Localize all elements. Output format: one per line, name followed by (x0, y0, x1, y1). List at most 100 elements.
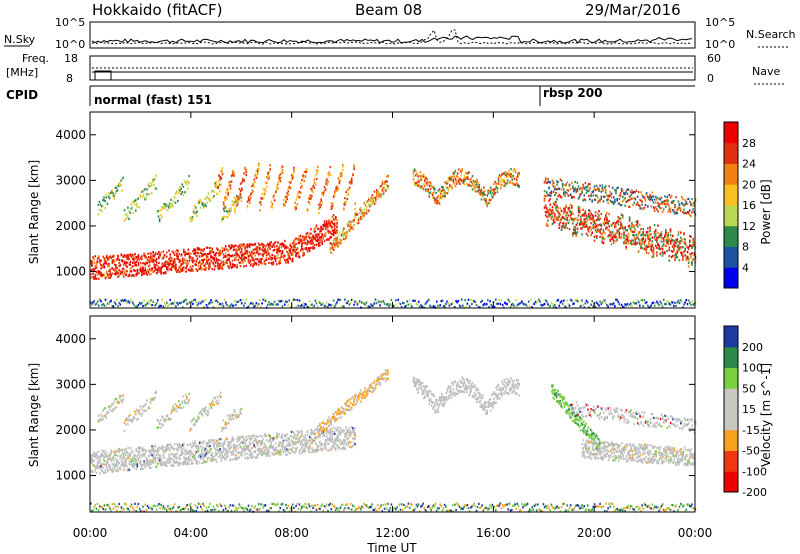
velocity-echo (198, 454, 201, 457)
power-echo (286, 250, 288, 253)
power-echo (510, 175, 512, 178)
velocity-echo (172, 448, 175, 451)
power-echo (404, 305, 406, 308)
power-echo (337, 298, 339, 301)
power-echo (601, 237, 604, 240)
power-echo (292, 175, 294, 178)
power-echo (550, 191, 553, 194)
power-echo (504, 171, 507, 174)
power-echo (242, 244, 244, 247)
power-echo (333, 219, 336, 222)
power-echo (685, 299, 688, 302)
power-echo (166, 301, 168, 304)
power-echo (217, 248, 219, 251)
power-echo (323, 186, 326, 189)
power-echo (414, 174, 417, 177)
power-echo (431, 306, 433, 309)
power-echo (247, 255, 250, 258)
power-echo (251, 250, 253, 253)
velocity-echo (200, 453, 202, 456)
power-echo (245, 256, 247, 260)
power-echo (458, 181, 460, 184)
power-echo (293, 240, 295, 243)
power-echo (546, 215, 548, 218)
power-echo (584, 218, 587, 221)
power-echo (289, 251, 292, 254)
power-echo (181, 267, 184, 270)
power-echo (197, 252, 200, 255)
power-echo (631, 243, 633, 246)
power-echo (582, 225, 584, 228)
power-echo (175, 266, 177, 269)
power-echo (653, 198, 656, 201)
power-echo (432, 192, 434, 195)
power-echo (547, 194, 549, 197)
power-echo (196, 210, 198, 213)
power-echo (445, 302, 447, 306)
power-echo (327, 222, 329, 225)
power-echo (306, 239, 309, 242)
power-echo (428, 298, 430, 301)
power-echo (598, 304, 600, 307)
power-echo (311, 242, 313, 245)
power-echo (341, 305, 344, 308)
velocity-echo (172, 455, 175, 458)
power-echo (681, 300, 683, 303)
power-echo (102, 302, 105, 306)
power-echo (139, 302, 142, 305)
power-echo (285, 200, 287, 203)
power-echo (480, 300, 482, 304)
power-echo (90, 260, 92, 263)
power-echo (211, 256, 213, 259)
power-echo (354, 300, 356, 303)
power-echo (337, 241, 339, 244)
power-echo (119, 263, 122, 266)
velocity-echo (124, 457, 126, 460)
power-echo (605, 301, 607, 305)
power-echo (622, 189, 624, 192)
power-echo (331, 215, 334, 219)
power-echo (618, 233, 621, 236)
power-echo (243, 253, 245, 256)
power-echo (555, 208, 557, 211)
power-echo (346, 198, 349, 201)
velocity-echo (119, 455, 122, 458)
velocity-echo (183, 462, 185, 466)
power-echo (348, 186, 351, 189)
power-echo (333, 224, 336, 227)
power-echo (200, 262, 202, 265)
power-echo (369, 199, 371, 202)
power-echo (111, 272, 114, 275)
power-echo (518, 185, 520, 188)
power-echo (267, 244, 269, 247)
power-echo (122, 176, 125, 179)
power-echo (616, 232, 618, 235)
power-echo (332, 242, 335, 245)
power-echo (650, 247, 652, 250)
power-echo (315, 224, 318, 227)
power-echo (551, 222, 554, 226)
power-echo (583, 222, 586, 226)
power-echo (230, 244, 233, 247)
power-echo (253, 248, 255, 251)
power-echo (557, 218, 559, 221)
power-echo (137, 255, 140, 258)
power-echo (463, 177, 466, 181)
power-echo (234, 196, 237, 199)
velocity-echo (119, 457, 122, 460)
velocity-echo (212, 440, 215, 443)
power-echo (200, 267, 202, 270)
power-echo (132, 265, 134, 268)
power-echo (384, 302, 387, 305)
power-echo (211, 301, 213, 304)
power-echo (428, 180, 431, 184)
power-echo (234, 248, 236, 251)
power-echo (248, 245, 251, 248)
power-echo (121, 267, 124, 270)
power-echo (409, 303, 412, 306)
power-echo (593, 185, 596, 188)
power-echo (648, 240, 650, 243)
power-echo (189, 256, 192, 259)
power-echo (152, 258, 154, 261)
power-echo (153, 255, 156, 258)
